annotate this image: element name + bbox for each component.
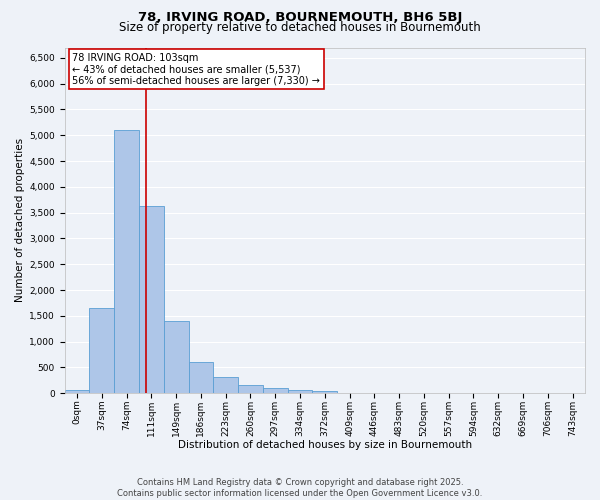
Bar xyxy=(114,130,139,393)
Text: 78, IRVING ROAD, BOURNEMOUTH, BH6 5BJ: 78, IRVING ROAD, BOURNEMOUTH, BH6 5BJ xyxy=(138,11,462,24)
Text: Size of property relative to detached houses in Bournemouth: Size of property relative to detached ho… xyxy=(119,21,481,34)
Bar xyxy=(188,362,214,393)
Bar xyxy=(89,308,114,393)
Text: Contains HM Land Registry data © Crown copyright and database right 2025.
Contai: Contains HM Land Registry data © Crown c… xyxy=(118,478,482,498)
Bar xyxy=(164,321,188,393)
Bar xyxy=(214,377,238,393)
Bar xyxy=(65,390,89,393)
Bar xyxy=(238,386,263,393)
Y-axis label: Number of detached properties: Number of detached properties xyxy=(15,138,25,302)
Bar xyxy=(313,391,337,393)
Text: 78 IRVING ROAD: 103sqm
← 43% of detached houses are smaller (5,537)
56% of semi-: 78 IRVING ROAD: 103sqm ← 43% of detached… xyxy=(73,52,320,86)
Bar xyxy=(263,388,287,393)
Bar xyxy=(287,390,313,393)
Bar xyxy=(139,206,164,393)
X-axis label: Distribution of detached houses by size in Bournemouth: Distribution of detached houses by size … xyxy=(178,440,472,450)
